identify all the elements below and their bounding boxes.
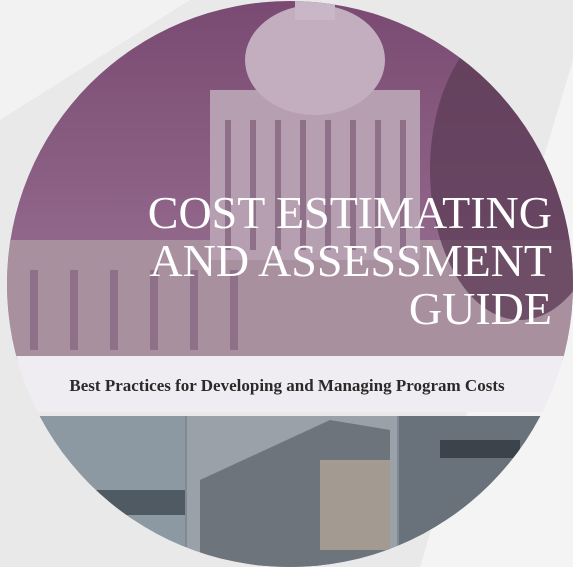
lantern [295,0,335,20]
stone-wall [320,460,390,550]
title-line: GUIDE [409,283,552,334]
dome [245,5,385,115]
cover-image: COST ESTIMATING AND ASSESSMENT GUIDE Bes… [0,0,573,567]
title-line: COST ESTIMATING [148,187,552,238]
page: COST ESTIMATING AND ASSESSMENT GUIDE Bes… [0,0,573,567]
cover: COST ESTIMATING AND ASSESSMENT GUIDE Bes… [0,0,573,567]
ship [60,490,185,515]
title-line: AND ASSESSMENT [149,235,552,286]
aerial-detail [440,440,520,458]
subtitle: Best Practices for Developing and Managi… [69,376,505,395]
